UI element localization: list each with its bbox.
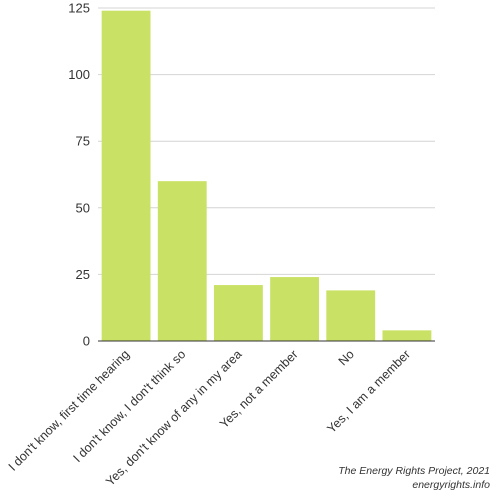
bar [157,181,207,341]
x-category-label: I don't know, I don't think so [70,347,188,465]
x-category-label: I don't know, first time hearing [6,347,133,474]
y-tick-label: 125 [68,1,90,16]
gridlines [98,7,435,275]
y-tick-label: 100 [68,67,90,82]
y-tick-label: 0 [83,334,90,349]
bar [270,277,320,341]
credit-source: The Energy Rights Project, 2021 [338,465,490,477]
bar [326,290,376,341]
bar [101,10,151,341]
x-category-label: No [336,347,357,368]
y-tick-label: 75 [76,134,90,149]
bar [213,285,263,341]
y-tick-label: 25 [76,267,90,282]
credit-website: energyrights.info [412,479,490,491]
bar [382,330,432,341]
y-tick-label: 50 [76,200,90,215]
bars [101,10,432,341]
credit-block: The Energy Rights Project, 2021 energyri… [338,464,490,492]
y-axis-tick-labels: 0 25 50 75 100 125 [68,1,90,349]
